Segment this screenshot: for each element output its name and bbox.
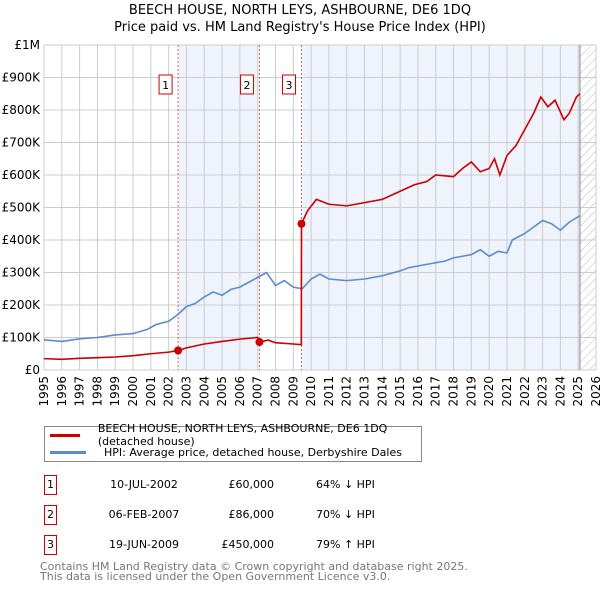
x-tick-label: 1999 bbox=[108, 376, 122, 407]
footer: Contains HM Land Registry data © Crown c… bbox=[40, 560, 468, 583]
x-tick-label: 1998 bbox=[90, 376, 104, 407]
sale-label-box bbox=[239, 74, 254, 95]
x-tick-label: 2008 bbox=[268, 376, 282, 407]
transaction-price: £450,000 bbox=[221, 538, 275, 551]
x-tick-label: 2006 bbox=[233, 376, 247, 407]
hpi-line bbox=[43, 214, 581, 343]
x-tick-label: 2021 bbox=[500, 376, 514, 407]
x-tick-label: 1996 bbox=[55, 376, 69, 407]
y-tick-label: £900K bbox=[2, 71, 42, 85]
x-tick-label: 2000 bbox=[126, 376, 140, 407]
x-tick-label: 2018 bbox=[447, 376, 461, 407]
x-tick-label: 1997 bbox=[73, 376, 87, 407]
sale-label: 3 bbox=[285, 79, 292, 92]
transaction-date: 06-FEB-2007 bbox=[108, 508, 180, 521]
x-tick-label: 2026 bbox=[589, 376, 600, 407]
y-tick-label: £500K bbox=[2, 201, 42, 215]
x-tick-label: 2014 bbox=[375, 376, 389, 407]
x-tick-label: 2020 bbox=[482, 376, 496, 407]
y-tick-label: £0 bbox=[25, 363, 40, 377]
transaction-date: 10-JUL-2002 bbox=[110, 478, 178, 491]
y-tick-label: £300K bbox=[2, 266, 42, 280]
x-tick-label: 2022 bbox=[518, 376, 532, 407]
x-tick-label: 2001 bbox=[144, 376, 158, 407]
legend-item-hpi: HPI: Average price, detached house, Derb… bbox=[45, 444, 402, 460]
transaction-date: 19-JUN-2009 bbox=[108, 538, 180, 551]
x-tick-label: 2015 bbox=[393, 376, 407, 407]
transaction-row: 1 10-JUL-2002 £60,000 64% ↓ HPI bbox=[44, 475, 544, 495]
transaction-price: £60,000 bbox=[228, 478, 275, 491]
x-tick-label: 2004 bbox=[197, 376, 211, 407]
legend-swatch-red bbox=[50, 433, 80, 437]
y-tick-label: £800K bbox=[2, 103, 42, 117]
y-tick-label: £600K bbox=[2, 168, 42, 182]
footer-copyright: Contains HM Land Registry data © Crown c… bbox=[40, 560, 468, 573]
sale-label: 2 bbox=[243, 79, 250, 92]
transaction-row: 2 06-FEB-2007 £86,000 70% ↓ HPI bbox=[44, 505, 544, 525]
transaction-hpi: 64% ↓ HPI bbox=[316, 478, 375, 491]
legend-label: HPI: Average price, detached house, Derb… bbox=[104, 445, 402, 459]
sale-point bbox=[297, 219, 306, 228]
x-tick-label: 2013 bbox=[358, 376, 372, 407]
footer-licence: This data is licensed under the Open Gov… bbox=[40, 570, 391, 583]
sale-point bbox=[174, 346, 183, 355]
chart-title: BEECH HOUSE, NORTH LEYS, ASHBOURNE, DE6 … bbox=[128, 3, 472, 18]
sale-label: 1 bbox=[162, 79, 169, 92]
x-tick-label: 2024 bbox=[553, 376, 567, 407]
transaction-price: £86,000 bbox=[228, 508, 275, 521]
x-tick-label: 2025 bbox=[571, 376, 585, 407]
sale-point bbox=[255, 338, 264, 347]
x-tick-label: 2002 bbox=[162, 376, 176, 407]
x-tick-label: 2017 bbox=[429, 376, 443, 407]
legend-label: BEECH HOUSE, NORTH LEYS, ASHBOURNE, DE6 … bbox=[97, 422, 388, 448]
x-tick-label: 2003 bbox=[179, 376, 193, 407]
legend-item-property: BEECH HOUSE, NORTH LEYS, ASHBOURNE, DE6 … bbox=[45, 422, 421, 448]
transaction-hpi: 79% ↑ HPI bbox=[316, 538, 375, 551]
transaction-number: 2 bbox=[44, 505, 57, 525]
y-tick-label: £1M bbox=[14, 38, 40, 52]
x-tick-label: 2016 bbox=[411, 376, 425, 407]
x-tick-label: 2019 bbox=[464, 376, 478, 407]
x-tick-label: 2010 bbox=[304, 376, 318, 407]
x-tick-label: 2012 bbox=[340, 376, 354, 407]
y-tick-label: £400K bbox=[2, 233, 42, 247]
y-tick-label: £100K bbox=[2, 331, 42, 345]
y-tick-label: £200K bbox=[2, 298, 42, 312]
transaction-number: 1 bbox=[44, 475, 57, 495]
x-tick-label: 2023 bbox=[536, 376, 550, 407]
transaction-hpi: 70% ↓ HPI bbox=[316, 508, 375, 521]
sale-label-box bbox=[281, 74, 296, 95]
transaction-row: 3 19-JUN-2009 £450,000 79% ↑ HPI bbox=[44, 535, 544, 555]
legend: BEECH HOUSE, NORTH LEYS, ASHBOURNE, DE6 … bbox=[44, 422, 422, 462]
x-tick-label: 2005 bbox=[215, 376, 229, 407]
x-tick-label: 1995 bbox=[37, 376, 51, 407]
chart-subtitle: Price paid vs. HM Land Registry's House … bbox=[114, 20, 486, 35]
transaction-number: 3 bbox=[44, 535, 57, 555]
y-tick-label: £700K bbox=[2, 136, 42, 150]
x-tick-label: 2007 bbox=[251, 376, 265, 407]
price-chart: £0 £100K £200K £300K £400K £500K £600K £700K £80… bbox=[2, 38, 600, 407]
x-tick-label: 2009 bbox=[286, 376, 300, 407]
x-tick-label: 2011 bbox=[322, 376, 336, 407]
legend-swatch-blue bbox=[50, 450, 86, 454]
sale-label-box bbox=[158, 74, 173, 95]
